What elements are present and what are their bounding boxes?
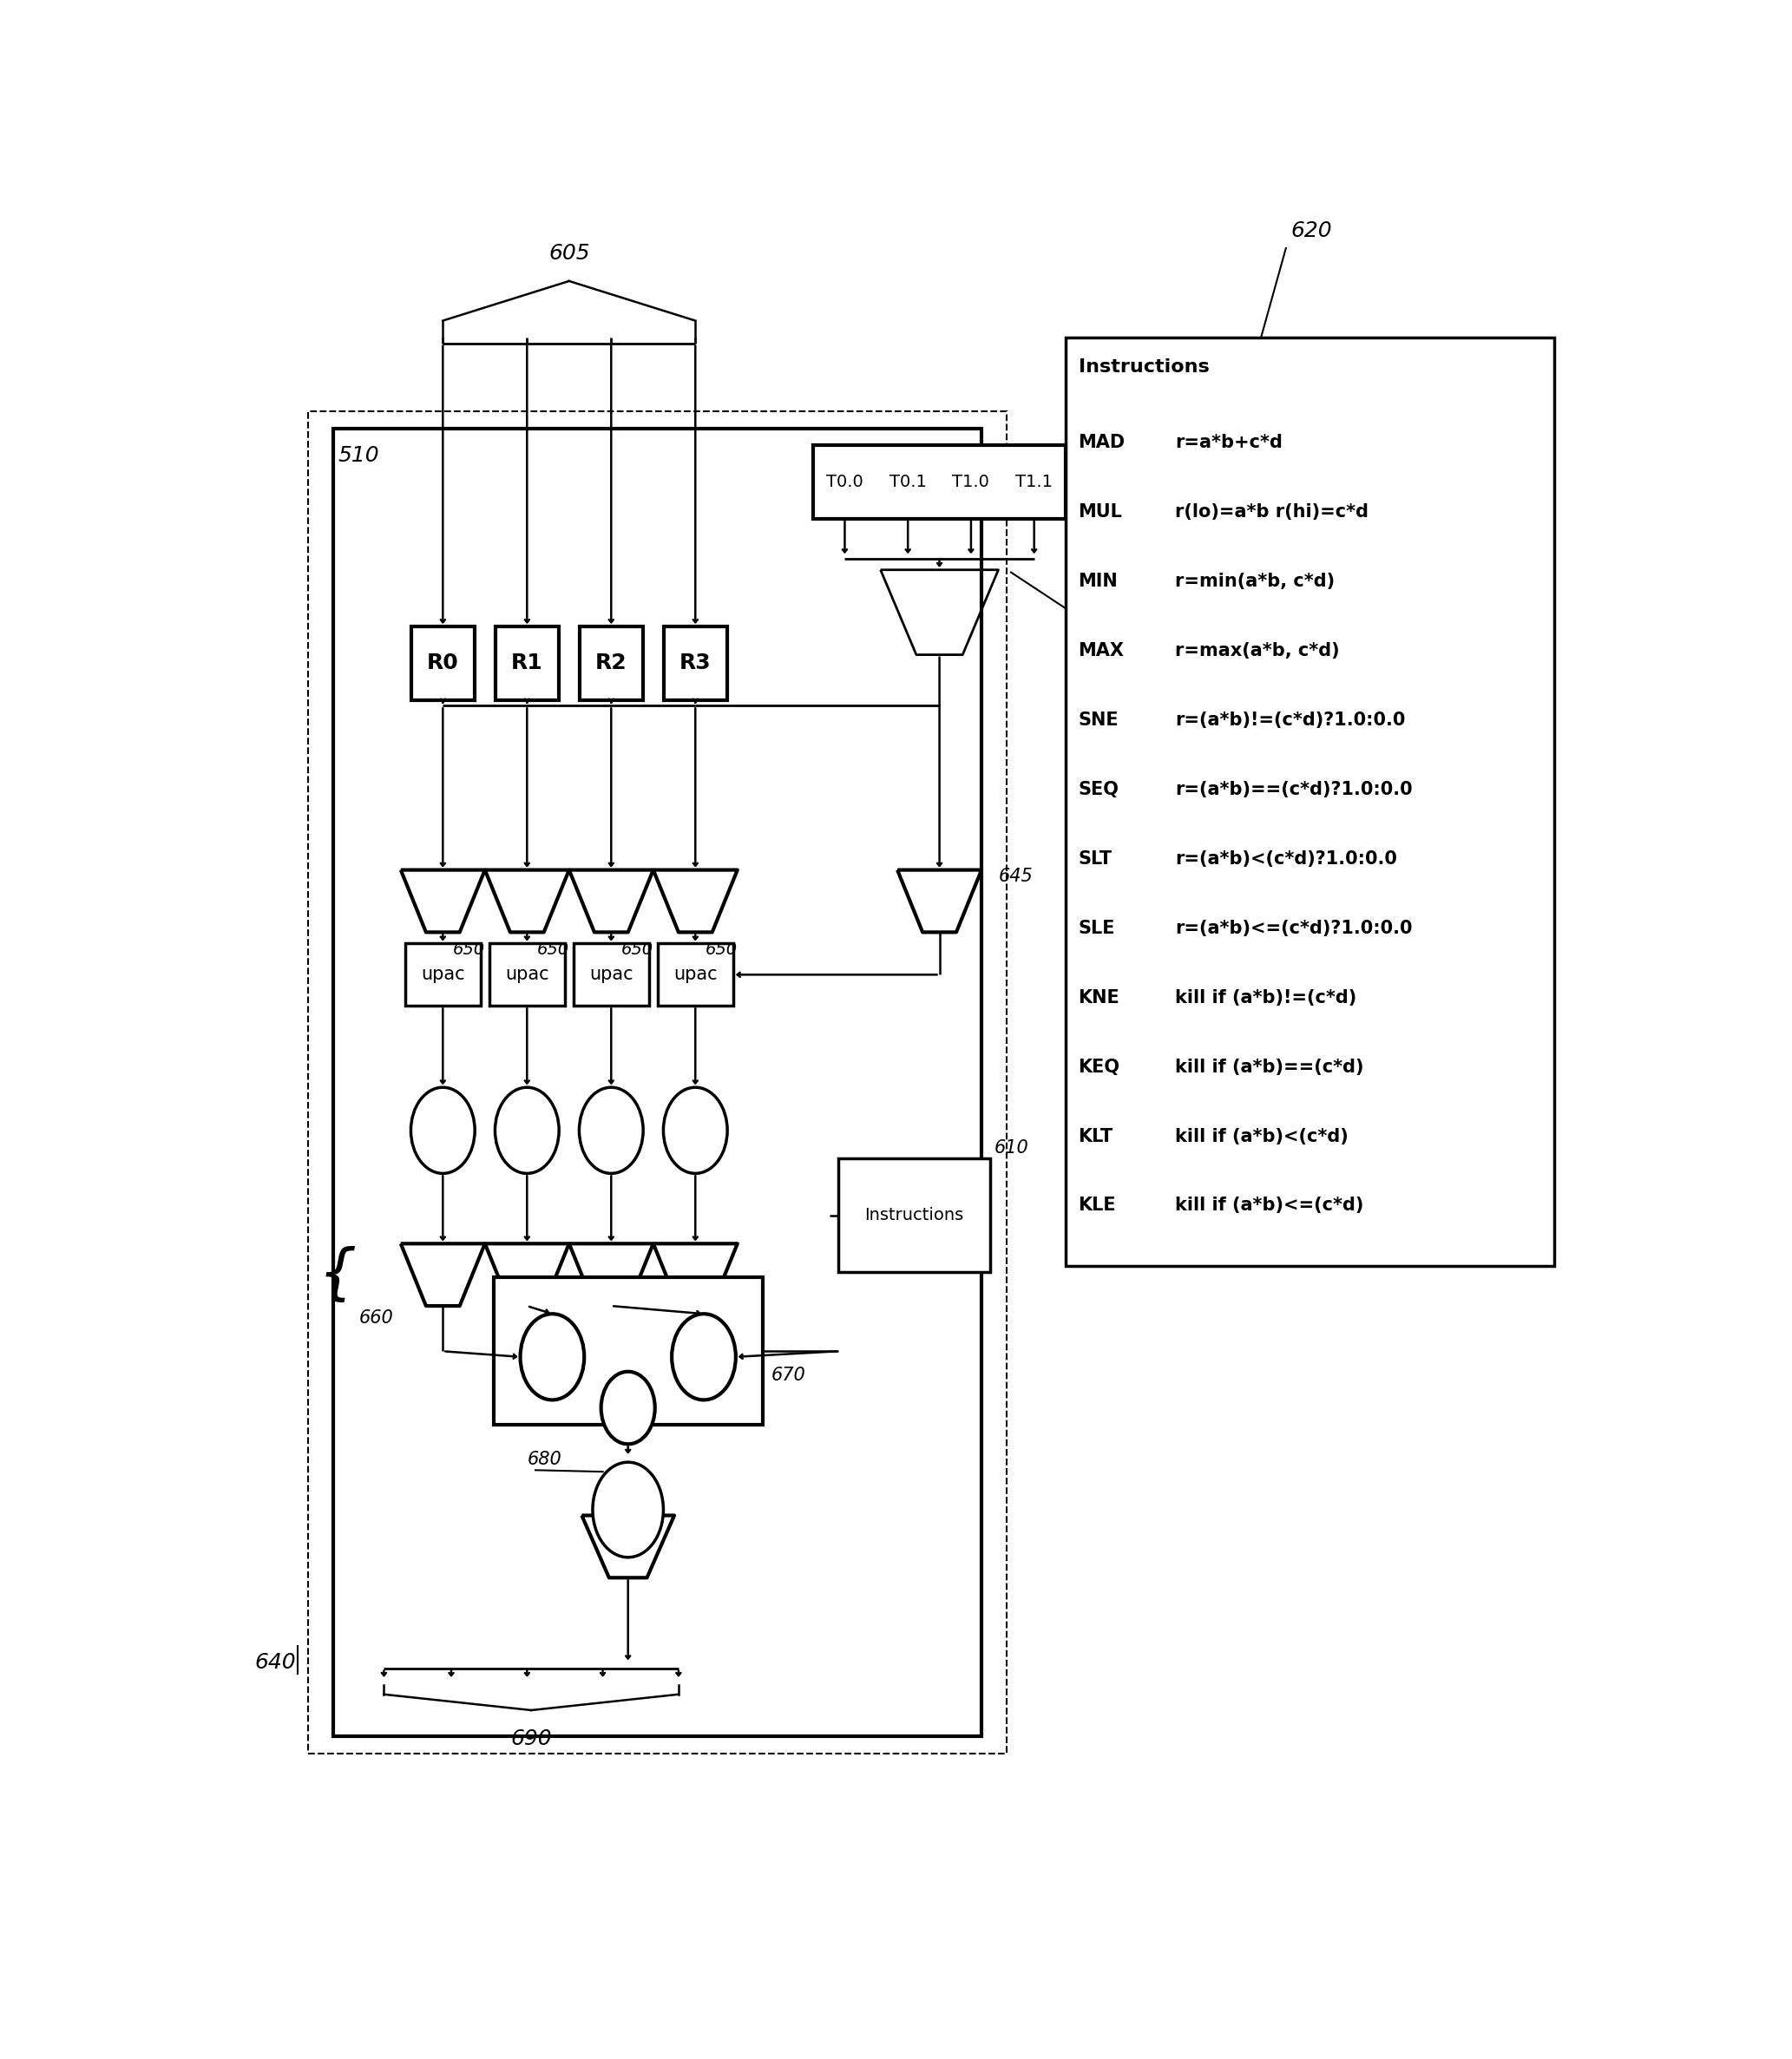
Bar — [308, 412, 1007, 1754]
Text: upac: upac — [421, 966, 464, 984]
Polygon shape — [486, 1244, 570, 1305]
Polygon shape — [654, 1244, 738, 1305]
Text: 620: 620 — [1290, 220, 1331, 241]
Polygon shape — [401, 869, 486, 933]
Text: R1: R1 — [511, 653, 543, 673]
Text: 645: 645 — [998, 867, 1032, 885]
Bar — [412, 626, 475, 700]
Circle shape — [663, 1087, 728, 1174]
Text: T1.0: T1.0 — [952, 474, 989, 490]
Text: T1.1: T1.1 — [1016, 474, 1052, 490]
Polygon shape — [654, 869, 738, 933]
Circle shape — [495, 1087, 559, 1174]
Bar — [839, 1159, 989, 1272]
Text: KLT: KLT — [1079, 1128, 1113, 1145]
Text: R0: R0 — [426, 653, 459, 673]
Bar — [579, 626, 643, 700]
Polygon shape — [570, 1244, 654, 1305]
Text: T0.1: T0.1 — [889, 474, 926, 490]
Text: r=(a*b)==(c*d)?1.0:0.0: r=(a*b)==(c*d)?1.0:0.0 — [1176, 780, 1412, 799]
Text: 630: 630 — [1197, 373, 1238, 393]
Bar — [1066, 338, 1554, 1266]
Text: kill if (a*b)<=(c*d): kill if (a*b)<=(c*d) — [1176, 1196, 1364, 1215]
Text: SNE: SNE — [1079, 710, 1118, 729]
Text: kill if (a*b)<(c*d): kill if (a*b)<(c*d) — [1176, 1128, 1348, 1145]
Text: SLT: SLT — [1079, 850, 1113, 867]
Text: 650: 650 — [706, 941, 738, 957]
Text: 690: 690 — [511, 1728, 552, 1750]
Text: ~+1: ~+1 — [421, 1122, 464, 1139]
Text: +: + — [618, 1398, 638, 1419]
Bar — [663, 626, 728, 700]
Bar — [573, 943, 649, 1005]
Bar — [405, 943, 480, 1005]
Polygon shape — [880, 570, 998, 655]
Text: 650: 650 — [538, 941, 570, 957]
Text: 350: 350 — [1142, 669, 1183, 690]
Text: r=(a*b)<(c*d)?1.0:0.0: r=(a*b)<(c*d)?1.0:0.0 — [1176, 850, 1398, 867]
Text: T0.0: T0.0 — [826, 474, 864, 490]
Text: *: * — [697, 1345, 711, 1369]
Text: 610: 610 — [995, 1139, 1029, 1157]
Text: 680: 680 — [527, 1452, 561, 1468]
Text: ~+1: ~+1 — [590, 1122, 633, 1139]
Bar — [658, 943, 733, 1005]
Circle shape — [672, 1314, 737, 1400]
Polygon shape — [898, 869, 982, 933]
Bar — [333, 428, 982, 1736]
Polygon shape — [582, 1515, 674, 1577]
Text: SEQ: SEQ — [1079, 780, 1118, 799]
Text: KLE: KLE — [1079, 1196, 1116, 1215]
Bar — [495, 626, 559, 700]
Text: KEQ: KEQ — [1079, 1058, 1120, 1075]
Text: r=(a*b)<=(c*d)?1.0:0.0: r=(a*b)<=(c*d)?1.0:0.0 — [1176, 920, 1412, 937]
Text: 670: 670 — [771, 1367, 806, 1384]
Text: kill if (a*b)!=(c*d): kill if (a*b)!=(c*d) — [1176, 988, 1357, 1007]
Text: R2: R2 — [595, 653, 627, 673]
Text: Instructions: Instructions — [1079, 358, 1210, 375]
Text: 605: 605 — [548, 243, 590, 264]
Text: 650: 650 — [453, 941, 486, 957]
Text: upac: upac — [590, 966, 633, 984]
Text: kill if (a*b)==(c*d): kill if (a*b)==(c*d) — [1176, 1058, 1364, 1075]
Polygon shape — [570, 869, 654, 933]
Text: r=a*b+c*d: r=a*b+c*d — [1176, 434, 1283, 451]
Text: Instructions: Instructions — [864, 1207, 964, 1223]
Text: 640: 640 — [254, 1651, 296, 1672]
Text: 1-x: 1-x — [513, 1122, 541, 1139]
Text: r=min(a*b, c*d): r=min(a*b, c*d) — [1176, 572, 1335, 591]
Text: SLE: SLE — [1079, 920, 1115, 937]
Text: Clmp: Clmp — [606, 1501, 650, 1517]
Bar — [493, 1277, 763, 1425]
Text: KNE: KNE — [1079, 988, 1120, 1007]
Text: MAX: MAX — [1079, 642, 1124, 659]
Text: 1-x: 1-x — [681, 1122, 710, 1139]
Text: upac: upac — [505, 966, 548, 984]
Circle shape — [410, 1087, 475, 1174]
Text: r=(a*b)!=(c*d)?1.0:0.0: r=(a*b)!=(c*d)?1.0:0.0 — [1176, 710, 1405, 729]
Polygon shape — [401, 1244, 486, 1305]
Polygon shape — [486, 869, 570, 933]
Circle shape — [579, 1087, 643, 1174]
Text: r(lo)=a*b r(hi)=c*d: r(lo)=a*b r(hi)=c*d — [1176, 502, 1369, 521]
Text: MAD: MAD — [1079, 434, 1125, 451]
Bar — [814, 445, 1066, 519]
Text: 510: 510 — [337, 445, 378, 465]
Text: R3: R3 — [679, 653, 711, 673]
Text: upac: upac — [674, 966, 717, 984]
Text: MUL: MUL — [1079, 502, 1122, 521]
Circle shape — [520, 1314, 584, 1400]
Text: {: { — [319, 1246, 357, 1303]
Circle shape — [593, 1462, 663, 1557]
Bar — [489, 943, 564, 1005]
Text: *: * — [545, 1345, 559, 1369]
Circle shape — [600, 1371, 654, 1443]
Text: 660: 660 — [358, 1310, 392, 1326]
Text: MIN: MIN — [1079, 572, 1118, 591]
Text: 650: 650 — [622, 941, 654, 957]
Text: r=max(a*b, c*d): r=max(a*b, c*d) — [1176, 642, 1340, 659]
